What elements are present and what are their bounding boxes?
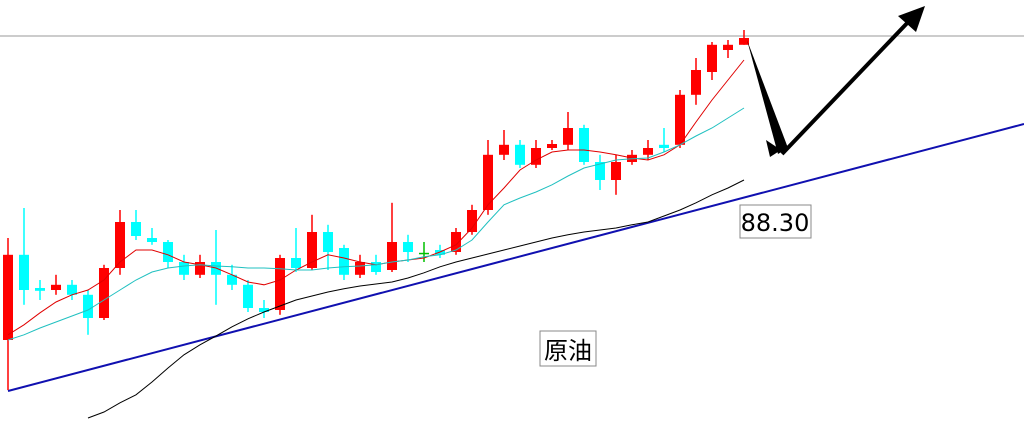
trend-line (7, 123, 1024, 392)
candle-body (451, 232, 461, 252)
candle-body (147, 238, 157, 242)
arrow-up-head (898, 6, 925, 32)
arrow-up (780, 16, 914, 156)
candle-body (323, 232, 333, 252)
arrow-down (747, 40, 788, 154)
candle-body (387, 242, 397, 270)
arrow-down-head (766, 140, 781, 157)
candle-body (67, 284, 77, 295)
candle-body (115, 222, 125, 268)
candle-body (195, 262, 205, 275)
candle-body (179, 262, 189, 275)
candle-body (563, 128, 573, 145)
name-label: 原油 (544, 337, 592, 365)
candle-body (243, 284, 253, 308)
label-box (739, 204, 812, 239)
candle-body (259, 308, 269, 312)
candle-body (499, 144, 509, 155)
candle-body (355, 262, 365, 275)
candle-body (131, 222, 141, 236)
candle-body (483, 154, 493, 210)
candle-body (227, 274, 237, 285)
price-label: 88.30 (741, 209, 810, 237)
candle-body (419, 252, 429, 255)
candle-body (275, 258, 285, 310)
ma-line (7, 107, 745, 341)
candle-body (691, 70, 701, 95)
candle-body (51, 284, 61, 290)
candle-body (19, 254, 29, 290)
candle-body (643, 148, 653, 155)
candle-body (99, 268, 109, 318)
candle-body (739, 38, 749, 45)
candle-body (371, 262, 381, 272)
ma-line (87, 179, 745, 419)
candle-body (3, 254, 13, 340)
candle-body (659, 144, 669, 148)
candles (3, 30, 749, 390)
candle-body (163, 242, 173, 262)
candle-body (611, 162, 621, 180)
candle-body (723, 44, 733, 50)
candle-body (307, 232, 317, 268)
candle-body (531, 148, 541, 165)
candle-body (467, 210, 477, 232)
candle-body (675, 94, 685, 145)
candle-body (291, 258, 301, 268)
candle-body (595, 162, 605, 180)
candle-body (403, 242, 413, 252)
candle-body (547, 144, 557, 148)
label-box (539, 330, 597, 367)
ma-lines (7, 59, 745, 419)
candle-body (579, 128, 589, 162)
candle-body (83, 294, 93, 318)
candle-body (35, 288, 45, 291)
candle-body (339, 248, 349, 275)
candle-body (707, 44, 717, 72)
candle-body (515, 144, 525, 165)
